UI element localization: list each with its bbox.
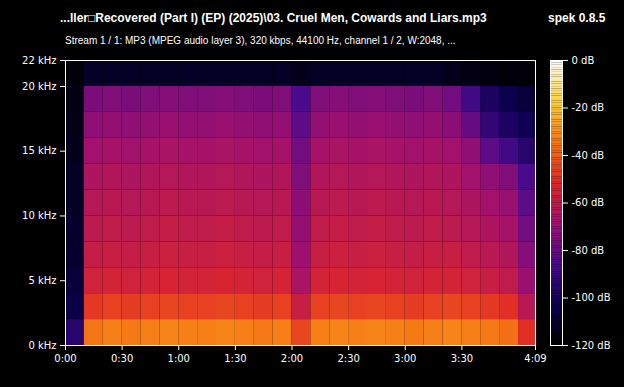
svg-text:3:00: 3:00 <box>394 353 416 364</box>
svg-text:22 kHz: 22 kHz <box>22 55 56 66</box>
svg-text:0 dB: 0 dB <box>572 55 595 66</box>
svg-text:0:30: 0:30 <box>111 353 133 364</box>
svg-text:15 kHz: 15 kHz <box>22 145 56 156</box>
svg-text:3:30: 3:30 <box>451 353 473 364</box>
svg-text:4:09: 4:09 <box>524 353 546 364</box>
svg-text:-100 dB: -100 dB <box>572 292 611 303</box>
svg-text:1:30: 1:30 <box>224 353 246 364</box>
svg-text:-20 dB: -20 dB <box>572 102 605 113</box>
svg-text:2:00: 2:00 <box>281 353 303 364</box>
svg-text:-40 dB: -40 dB <box>572 150 605 161</box>
svg-text:0 kHz: 0 kHz <box>28 340 56 351</box>
svg-text:10 kHz: 10 kHz <box>22 210 56 221</box>
svg-text:1:00: 1:00 <box>168 353 190 364</box>
svg-text:-120 dB: -120 dB <box>572 340 611 351</box>
html-text:spek 0.8.5: spek 0.8.5 <box>548 11 606 25</box>
svg-text:-80 dB: -80 dB <box>572 245 605 256</box>
svg-text:5 kHz: 5 kHz <box>28 275 56 286</box>
svg-text:2:30: 2:30 <box>337 353 359 364</box>
svg-text:0:00: 0:00 <box>54 353 76 364</box>
html-text:Stream 1 / 1: MP3 (MPEG audio: Stream 1 / 1: MP3 (MPEG audio layer 3), … <box>65 35 456 46</box>
svg-text:20 kHz: 20 kHz <box>22 81 56 92</box>
html-text:...ller□Recovered (Part I) (EP: ...ller□Recovered (Part I) (EP) (2025)\0… <box>60 11 487 25</box>
svg-text:-60 dB: -60 dB <box>572 197 605 208</box>
